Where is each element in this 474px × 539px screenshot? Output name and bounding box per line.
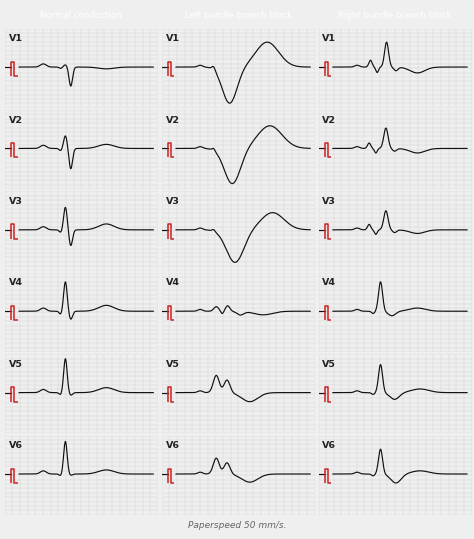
Text: V2: V2 — [9, 115, 23, 125]
Text: V4: V4 — [9, 278, 23, 287]
Text: V1: V1 — [9, 34, 23, 43]
Text: V5: V5 — [322, 360, 336, 369]
Text: V4: V4 — [165, 278, 180, 287]
Text: V5: V5 — [165, 360, 179, 369]
Text: V3: V3 — [322, 197, 336, 206]
Text: V4: V4 — [322, 278, 337, 287]
Text: Normal conduction: Normal conduction — [40, 11, 122, 20]
Text: Right bundle branch block: Right bundle branch block — [338, 11, 452, 20]
Text: V3: V3 — [165, 197, 179, 206]
Text: Paperspeed 50 mm/s.: Paperspeed 50 mm/s. — [188, 521, 286, 530]
Text: V6: V6 — [322, 441, 337, 450]
Text: V1: V1 — [322, 34, 337, 43]
Text: V2: V2 — [322, 115, 337, 125]
Text: V6: V6 — [9, 441, 23, 450]
Text: V2: V2 — [165, 115, 180, 125]
Text: V5: V5 — [9, 360, 22, 369]
Text: V3: V3 — [9, 197, 22, 206]
Text: V6: V6 — [165, 441, 180, 450]
Text: Left bundle branch block: Left bundle branch block — [184, 11, 292, 20]
Text: V1: V1 — [165, 34, 180, 43]
